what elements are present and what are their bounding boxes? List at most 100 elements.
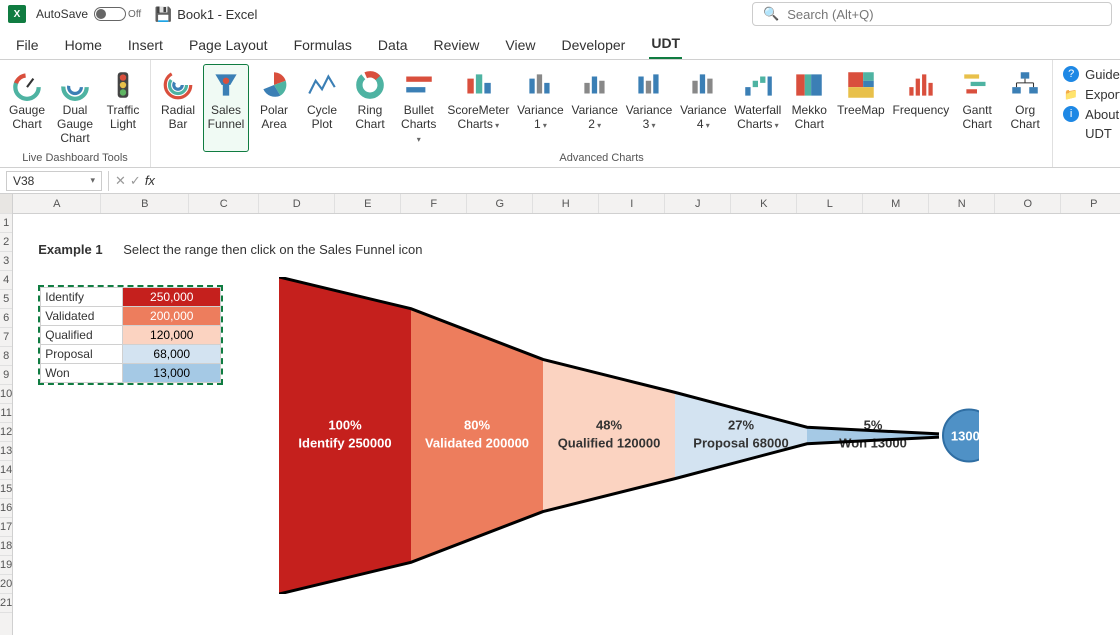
ribbon-group-advanced: RadialBarSalesFunnelPolarAreaCyclePlotRi… (151, 60, 1053, 167)
table-row[interactable]: Validated200,000 (41, 307, 221, 326)
row-header[interactable]: 10 (0, 385, 12, 404)
column-header[interactable]: B (101, 194, 189, 213)
row-header[interactable]: 3 (0, 252, 12, 271)
data-table[interactable]: Identify250,000Validated200,000Qualified… (38, 285, 223, 385)
table-row[interactable]: Won13,000 (41, 364, 221, 383)
ribbon-tabs: File Home Insert Page Layout Formulas Data Rev… (0, 28, 1120, 60)
funnel-end-value: 13000 (951, 429, 979, 444)
autosave-toggle[interactable]: AutoSave Off (36, 7, 141, 21)
name-box[interactable]: V38 ▾ (6, 171, 102, 191)
tab-udt[interactable]: UDT (649, 31, 682, 59)
autosave-state: Off (128, 9, 141, 20)
ribbon-help-pane: ?Guide▾ 📁Export▾ iAbout UDT (1053, 60, 1120, 167)
ribbon-variance-4[interactable]: Variance4 ▾ (677, 64, 729, 152)
row-header[interactable]: 21 (0, 594, 12, 613)
column-header[interactable]: L (797, 194, 863, 213)
row-header[interactable]: 7 (0, 328, 12, 347)
row-header[interactable]: 1 (0, 214, 12, 233)
ribbon-variance-2[interactable]: Variance2 ▾ (569, 64, 621, 152)
ribbon-variance-1[interactable]: Variance1 ▾ (514, 64, 566, 152)
search-input[interactable]: 🔍 Search (Alt+Q) (752, 2, 1112, 26)
tab-view[interactable]: View (503, 33, 537, 59)
row-header[interactable]: 20 (0, 575, 12, 594)
about-udt-label: UDT (1063, 126, 1120, 141)
row-header[interactable]: 19 (0, 556, 12, 575)
row-header[interactable]: 14 (0, 461, 12, 480)
ribbon-mekko-chart[interactable]: MekkoChart (786, 64, 832, 152)
ribbon-scoremeter-charts[interactable]: ScoreMeterCharts ▾ (444, 64, 512, 152)
row-header[interactable]: 4 (0, 271, 12, 290)
toggle-off-icon[interactable] (94, 7, 126, 21)
guide-button[interactable]: ?Guide▾ (1063, 66, 1120, 82)
ribbon-bullet-charts[interactable]: BulletCharts ▾ (395, 64, 442, 152)
ribbon-org-chart[interactable]: OrgChart (1002, 64, 1048, 152)
row-header[interactable]: 13 (0, 442, 12, 461)
ribbon-cycle-plot[interactable]: CyclePlot (299, 64, 345, 152)
row-header[interactable]: 17 (0, 518, 12, 537)
row-header[interactable]: 16 (0, 499, 12, 518)
column-header[interactable]: I (599, 194, 665, 213)
column-header[interactable]: O (995, 194, 1061, 213)
ribbon-radial-bar[interactable]: RadialBar (155, 64, 201, 152)
ribbon-waterfall-charts[interactable]: WaterfallCharts ▾ (732, 64, 785, 152)
funnel-chart[interactable]: 100%Identify 25000080%Validated 20000048… (279, 277, 979, 594)
ribbon-dual-gauge-chart[interactable]: DualGauge Chart (52, 64, 98, 152)
column-header[interactable]: A (13, 194, 101, 213)
table-row[interactable]: Qualified120,000 (41, 326, 221, 345)
select-all-corner[interactable] (0, 194, 12, 214)
ribbon-treemap[interactable]: TreeMap (834, 64, 887, 152)
column-header[interactable]: E (335, 194, 401, 213)
column-header[interactable]: K (731, 194, 797, 213)
row-header[interactable]: 6 (0, 309, 12, 328)
row-header[interactable]: 12 (0, 423, 12, 442)
ribbon-polar-area[interactable]: PolarArea (251, 64, 297, 152)
row-header[interactable]: 18 (0, 537, 12, 556)
spreadsheet-grid[interactable]: 123456789101112131415161718192021 ABCDEF… (0, 194, 1120, 635)
column-header[interactable]: D (259, 194, 335, 213)
ribbon-traffic-light[interactable]: TrafficLight (100, 64, 146, 152)
column-header[interactable]: F (401, 194, 467, 213)
column-header[interactable]: P (1061, 194, 1120, 213)
row-header[interactable]: 11 (0, 404, 12, 423)
row-header[interactable]: 15 (0, 480, 12, 499)
formula-bar: V38 ▾ ✕ ✓ fx (0, 168, 1120, 194)
funnel-label: Proposal 68000 (694, 436, 789, 451)
fx-icon[interactable]: fx (145, 173, 155, 188)
cancel-icon[interactable]: ✕ (115, 173, 126, 189)
ribbon-variance-3[interactable]: Variance3 ▾ (623, 64, 675, 152)
row-header[interactable]: 5 (0, 290, 12, 309)
chevron-down-icon[interactable]: ▾ (90, 175, 95, 186)
save-icon[interactable]: 💾 (155, 6, 171, 22)
ribbon-sales-funnel[interactable]: SalesFunnel (203, 64, 249, 152)
about-button[interactable]: iAbout (1063, 106, 1120, 122)
funnel-label: Qualified 120000 (558, 436, 661, 451)
accept-icon[interactable]: ✓ (130, 173, 141, 189)
column-header[interactable]: C (189, 194, 259, 213)
ribbon-frequency[interactable]: Frequency (890, 64, 953, 152)
column-header[interactable]: H (533, 194, 599, 213)
ribbon-gauge-chart[interactable]: GaugeChart (4, 64, 50, 152)
tab-page-layout[interactable]: Page Layout (187, 33, 270, 59)
tab-file[interactable]: File (14, 33, 41, 59)
column-header[interactable]: N (929, 194, 995, 213)
tab-home[interactable]: Home (63, 33, 104, 59)
formula-input[interactable]: ✕ ✓ fx (109, 173, 1120, 189)
tab-review[interactable]: Review (432, 33, 482, 59)
column-header[interactable]: J (665, 194, 731, 213)
table-row[interactable]: Proposal68,000 (41, 345, 221, 364)
row-header[interactable]: 2 (0, 233, 12, 252)
ribbon-ring-chart[interactable]: RingChart (347, 64, 393, 152)
tab-insert[interactable]: Insert (126, 33, 165, 59)
funnel-label: Identify 250000 (299, 436, 392, 451)
tab-formulas[interactable]: Formulas (292, 33, 354, 59)
tab-data[interactable]: Data (376, 33, 410, 59)
ribbon-group-label: Advanced Charts (151, 152, 1052, 167)
row-header[interactable]: 8 (0, 347, 12, 366)
export-button[interactable]: 📁Export▾ (1063, 86, 1120, 102)
column-header[interactable]: M (863, 194, 929, 213)
column-header[interactable]: G (467, 194, 533, 213)
row-header[interactable]: 9 (0, 366, 12, 385)
table-row[interactable]: Identify250,000 (41, 288, 221, 307)
tab-developer[interactable]: Developer (560, 33, 628, 59)
ribbon-gantt-chart[interactable]: GanttChart (954, 64, 1000, 152)
